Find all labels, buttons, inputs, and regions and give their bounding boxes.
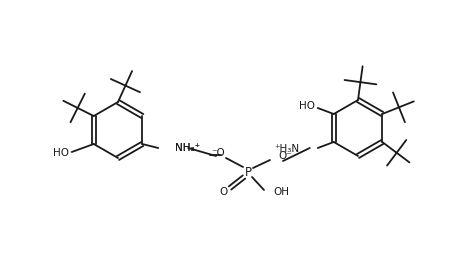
Text: P: P [245,166,252,179]
Text: O⁻: O⁻ [278,151,292,161]
Text: ⁻O: ⁻O [211,148,225,158]
Text: HO: HO [299,101,315,111]
Text: OH: OH [273,187,289,197]
Text: O: O [220,187,228,197]
Text: NH₃⁺: NH₃⁺ [175,143,200,153]
Text: ⁺H₃N: ⁺H₃N [275,144,300,154]
Text: NH₃⁺: NH₃⁺ [175,143,200,153]
Text: HO: HO [53,148,69,158]
